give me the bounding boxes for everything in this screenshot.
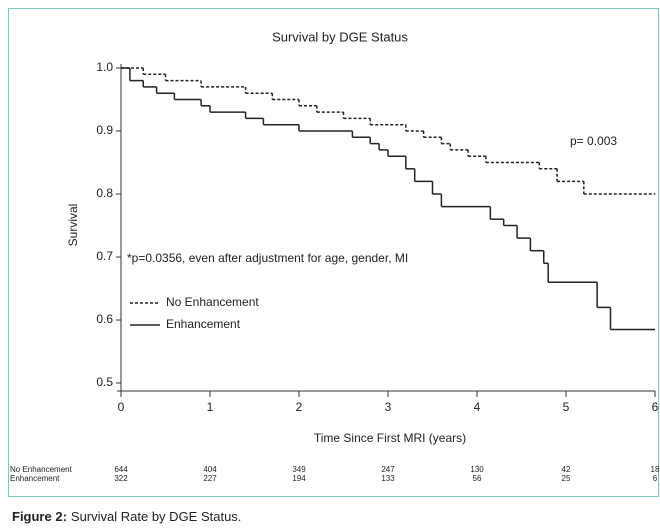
annotation: p= 0.003 xyxy=(570,134,617,148)
annotation: *p=0.0356, even after adjustment for age… xyxy=(127,251,408,265)
risk-count: 42 xyxy=(562,465,571,474)
risk-row-label: Enhancement xyxy=(10,474,60,483)
risk-count: 25 xyxy=(562,474,571,483)
y-tick-label: 0.9 xyxy=(96,123,113,137)
x-tick-label: 1 xyxy=(207,400,214,414)
risk-count: 227 xyxy=(203,474,217,483)
risk-count: 130 xyxy=(470,465,484,474)
chart-title: Survival by DGE Status xyxy=(272,29,408,44)
caption-text: Survival Rate by DGE Status. xyxy=(71,509,242,524)
x-tick-label: 3 xyxy=(385,400,392,414)
risk-count: 6 xyxy=(653,474,658,483)
risk-count: 194 xyxy=(292,474,306,483)
risk-count: 404 xyxy=(203,465,217,474)
y-tick-label: 0.7 xyxy=(96,249,113,263)
y-axis-label: Survival xyxy=(66,204,80,247)
risk-count: 322 xyxy=(114,474,128,483)
x-tick-label: 0 xyxy=(118,400,125,414)
x-tick-label: 5 xyxy=(563,400,570,414)
caption-label: Figure 2: xyxy=(12,509,67,524)
x-axis-label: Time Since First MRI (years) xyxy=(314,431,466,445)
risk-count: 18 xyxy=(651,465,660,474)
legend-label: Enhancement xyxy=(166,317,241,331)
y-tick-label: 0.8 xyxy=(96,186,113,200)
x-tick-label: 6 xyxy=(652,400,659,414)
x-tick-label: 4 xyxy=(474,400,481,414)
legend-label: No Enhancement xyxy=(166,295,259,309)
caption: Figure 2: Survival Rate by DGE Status. xyxy=(12,509,241,524)
figure-border xyxy=(8,8,659,497)
risk-count: 247 xyxy=(381,465,395,474)
risk-count: 349 xyxy=(292,465,306,474)
y-tick-label: 0.5 xyxy=(96,375,113,389)
risk-count: 56 xyxy=(473,474,482,483)
x-tick-label: 2 xyxy=(296,400,303,414)
y-tick-label: 0.6 xyxy=(96,312,113,326)
risk-count: 133 xyxy=(381,474,395,483)
risk-row-label: No Enhancement xyxy=(10,465,73,474)
y-tick-label: 1.0 xyxy=(96,60,113,74)
risk-count: 644 xyxy=(114,465,128,474)
